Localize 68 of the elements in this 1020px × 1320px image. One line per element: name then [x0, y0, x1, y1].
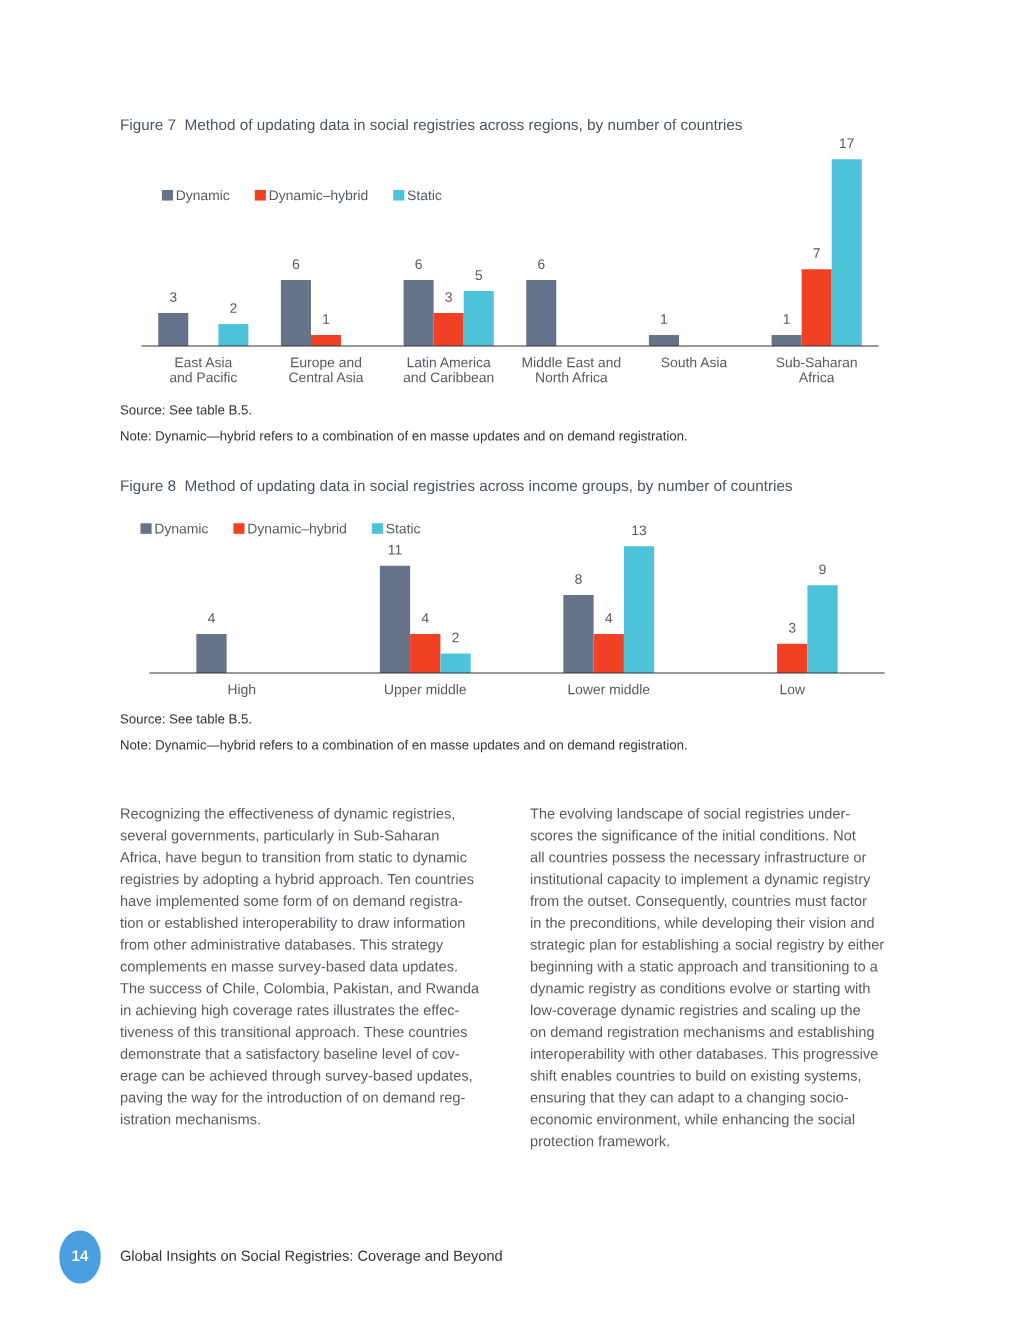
data-label: 4 [207, 613, 215, 623]
data-label: 2 [230, 303, 237, 313]
data-label: 6 [292, 259, 300, 270]
bar [463, 291, 494, 346]
bar [831, 159, 862, 346]
x-tick-label: Low [780, 684, 806, 695]
text: Recognizing the effectiveness of dynamic registries, several governments, particularly in Sub-Saharan Africa, have begun to transition from static to dynamic registries by adopting a hybrid approach. Ten countries have implemented some form of on demand registra- tion or established interoperability to draw information from other administrative databases. This strategy complements en masse survey-based data updates. The success of Chile, Colombia, Pakistan, and Rwanda in achieving high coverage rates illustrates the effec- tiveness of this transitional approach. These countries demonstrate that a satisfactory baseline level of cov- erage can be achieved through survey-based updates, paving the way for the introduction of on demand reg- istration mechanisms. [120, 808, 480, 1125]
x-tick-label: Upper middle [385, 684, 466, 698]
x-tick-label: High [228, 684, 256, 698]
chart-title: Figure 7 Method of updating data in social registries across regions, by number of countries [121, 118, 742, 134]
data-label: 1 [323, 314, 330, 324]
source-note: Source: See table B.5. [120, 404, 251, 415]
bar [310, 335, 342, 346]
bar [218, 324, 249, 346]
bar [777, 643, 808, 673]
data-label: 1 [661, 314, 668, 324]
bar [801, 269, 832, 346]
data-label: 1 [783, 314, 790, 324]
data-label: 17 [840, 138, 854, 149]
bar [196, 634, 227, 673]
bar [526, 280, 557, 346]
x-tick-label: East Asia and Pacific [169, 357, 237, 383]
x-tick-label: Latin America and Caribbean [403, 357, 494, 383]
text: Note: Dynamic—hybrid refers to a combination of en masse updates and on demand registration. [121, 430, 687, 444]
text: 14 [72, 1250, 89, 1261]
data-label: 3 [788, 622, 796, 633]
legend-label: Static [386, 523, 421, 534]
data-label: 4 [421, 613, 429, 623]
data-label: 3 [169, 292, 177, 302]
bar [563, 595, 594, 673]
bar [771, 335, 802, 346]
source-note: Source: See table B.5. [120, 713, 251, 724]
bar [410, 634, 441, 673]
legend-label: Dynamic [155, 523, 209, 537]
chart-title: Figure 8 Method of updating data in social registries across income groups, by number of countries [121, 479, 793, 495]
legend-label: Dynamic [176, 190, 230, 203]
legend-label: Dynamic–hybrid [248, 523, 346, 537]
data-label: 13 [632, 525, 647, 536]
bar [623, 546, 655, 673]
legend-label: Static [407, 190, 442, 201]
text: The evolving landscape of social registries under- scores the significance of the initial conditions. Not all countries possess the necessary infrastructure or institutional capacity to implement a dynamic registry from the outset. Consequently, countries must factor in the preconditions, while developing their vision and strategic plan for establishing a social registry by either beginning with a static approach and transitioning to a dynamic registry as conditions evolve or starting with low-coverage dynamic registries and scaling up the on demand registration mechanisms and establishing interoperability with other databases. This progressive shift enables countries to build on existing systems, ensuring that they can adapt to a changing socio- economic environment, while enhancing the social protection framework. [530, 808, 884, 1150]
data-label: 11 [388, 545, 402, 555]
text: Global Insights on Social Registries: Coverage and Beyond [120, 1250, 502, 1264]
bar [379, 565, 411, 673]
bar [593, 634, 624, 673]
data-label: 5 [475, 270, 482, 281]
x-tick-label: Lower middle [568, 684, 650, 695]
data-label: 7 [813, 248, 820, 258]
bar [158, 313, 189, 346]
data-label: 6 [538, 259, 545, 270]
data-label: 2 [452, 632, 459, 643]
x-tick-label: Middle East and North Africa [522, 357, 621, 383]
x-tick-label: South Asia [661, 357, 728, 368]
data-label: 3 [445, 292, 452, 302]
bar [403, 280, 434, 346]
bar [440, 653, 471, 673]
bar [280, 280, 311, 346]
x-tick-label: Europe and Central Asia [289, 357, 364, 383]
x-tick-label: Sub-Saharan Africa [776, 357, 857, 383]
text: Note: Dynamic—hybrid refers to a combination of en masse updates and on demand registration. [121, 739, 687, 753]
bar [807, 585, 838, 673]
bar [433, 313, 464, 346]
data-label: 8 [575, 574, 582, 584]
legend-label: Dynamic–hybrid [269, 190, 368, 203]
bar [648, 335, 679, 346]
data-label: 4 [605, 613, 613, 623]
data-label: 9 [819, 564, 826, 575]
data-label: 6 [415, 259, 422, 270]
